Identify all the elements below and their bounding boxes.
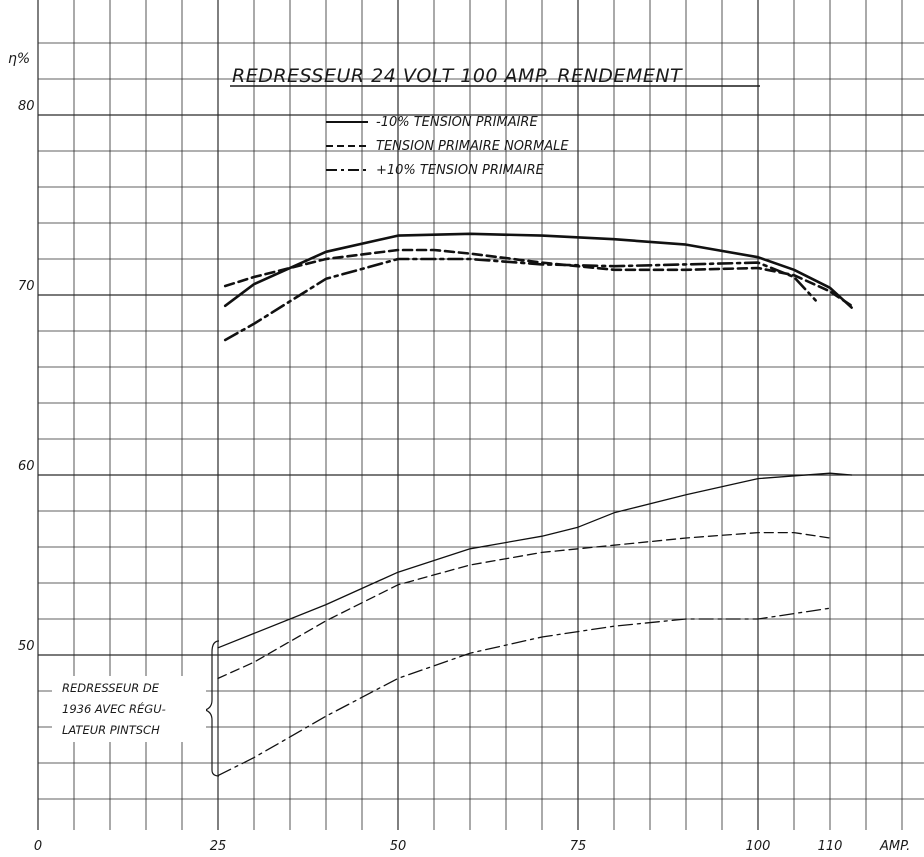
annotation-box <box>52 676 206 742</box>
chart-title: REDRESSEUR 24 VOLT 100 AMP. RENDEMENT <box>232 65 683 87</box>
grid <box>37 0 924 830</box>
y-tick-label: 60 <box>18 459 35 474</box>
y-axis-label: η% <box>8 51 30 67</box>
x-tick-label: 50 <box>390 839 407 854</box>
y-tick-label: 70 <box>18 279 35 294</box>
annotation-line-2: 1936 AVEC RÉGU- <box>62 701 166 716</box>
annotation-1936: REDRESSEUR DE 1936 AVEC RÉGU- LATEUR PIN… <box>52 640 220 777</box>
series-line-new-dashed <box>223 248 853 308</box>
y-tick-label: 50 <box>18 639 35 654</box>
x-tick-label: 25 <box>210 839 227 854</box>
annotation-line-3: LATEUR PINTSCH <box>62 723 160 737</box>
x-axis-label: AMP. <box>879 839 910 854</box>
series-line-new-dash-dot <box>223 257 817 342</box>
x-tick-label: 75 <box>570 839 587 854</box>
series-line-1936-dash-dot <box>217 607 831 777</box>
legend-label: +10% TENSION PRIMAIRE <box>376 163 545 178</box>
series-line-1936-dashed <box>217 531 831 680</box>
annotation-line-1: REDRESSEUR DE <box>62 681 160 695</box>
legend: -10% TENSION PRIMAIRE TENSION PRIMAIRE NO… <box>326 115 569 178</box>
legend-label: TENSION PRIMAIRE NORMALE <box>376 139 569 154</box>
x-tick-label: 0 <box>34 839 42 854</box>
series-line-1936-solid <box>217 472 853 649</box>
legend-label: -10% TENSION PRIMAIRE <box>376 115 538 130</box>
series-lines <box>217 232 853 777</box>
series-line-new-solid <box>223 232 853 309</box>
x-tick-label: 100 <box>746 839 771 854</box>
x-tick-label: 110 <box>818 839 843 854</box>
y-tick-label: 80 <box>18 99 35 114</box>
tick-labels: 0 25 50 75 100 110 50 60 70 80 <box>18 99 842 854</box>
